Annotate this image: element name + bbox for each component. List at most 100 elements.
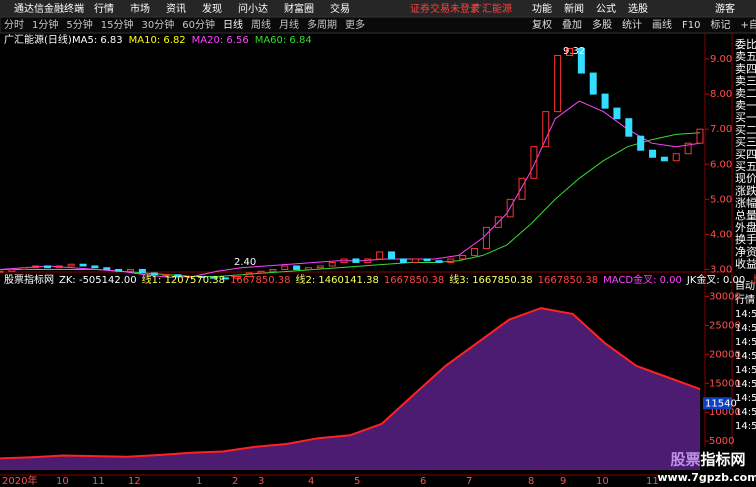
tool-button[interactable]: +自选 (740, 18, 756, 31)
indicator-line (0, 307, 701, 460)
user[interactable]: 游客 (715, 2, 735, 15)
ma-label: MA5: 6.83 (72, 35, 123, 46)
quote-label[interactable]: 卖三 (735, 75, 756, 88)
time-label: 自动 (735, 279, 755, 292)
x-tick-label: 12 (128, 476, 141, 487)
period-tab[interactable]: 15分钟 (101, 18, 134, 31)
period-tab[interactable]: 日线 (223, 18, 243, 31)
candle (447, 258, 455, 263)
y-tick-label: 30000 (709, 292, 741, 303)
indicator-label: 线1: 1207570.38 (142, 273, 225, 286)
quote-label[interactable]: 卖一 (735, 99, 756, 112)
time-label: 14:50 (735, 351, 756, 362)
candle (91, 265, 99, 269)
low-label: 2.40 (234, 257, 256, 268)
candle (293, 265, 301, 270)
tool-button[interactable]: 标记 (710, 19, 730, 31)
x-tick-label: 8 (528, 476, 534, 487)
period-tab[interactable]: 5分钟 (66, 18, 92, 31)
x-tick-label: 2020年 (2, 474, 37, 487)
quote-label[interactable]: 收益 (735, 257, 756, 271)
candle (233, 275, 241, 279)
menu-item[interactable]: 功能 (532, 2, 552, 15)
candle (684, 142, 692, 155)
menu-item[interactable]: 发现 (202, 2, 222, 15)
menu-item[interactable]: 新闻 (564, 2, 584, 15)
tool-button[interactable]: 画线 (652, 18, 672, 31)
x-tick-label: 6 (420, 476, 426, 487)
stock-name[interactable]: 广汇能源 (472, 2, 512, 15)
candle (103, 267, 111, 270)
candle (32, 265, 40, 269)
tool-button[interactable]: 复权 (532, 18, 552, 31)
quote-label[interactable]: 买五 (735, 160, 756, 173)
menu-item[interactable]: 选股 (628, 2, 648, 15)
candle (506, 198, 514, 218)
quote-label[interactable]: 现价 (735, 172, 756, 185)
quote-label[interactable]: 买二 (735, 123, 756, 136)
quote-label[interactable]: 涨幅 (735, 197, 756, 210)
period-tab[interactable]: 周线 (251, 18, 271, 31)
indicator-label: 线2: 1460141.38 (295, 273, 378, 286)
candle (411, 258, 419, 263)
candle (221, 277, 229, 280)
period-tab[interactable]: 分时 (4, 19, 24, 31)
tool-button[interactable]: 叠加 (562, 19, 582, 31)
notice[interactable]: 证券交易未登录 (410, 2, 480, 15)
x-tick-label: 2 (232, 476, 238, 487)
quote-label[interactable]: 涨跌 (735, 183, 756, 197)
candle (554, 55, 562, 113)
y-tick-label: 10000 (709, 407, 741, 418)
candle (625, 118, 633, 137)
candle (210, 276, 218, 279)
menu-item[interactable]: 市场 (130, 2, 150, 15)
time-label: 14:50 (735, 421, 756, 432)
x-tick-label: 3 (258, 476, 264, 487)
quote-label[interactable]: 净资 (735, 244, 756, 258)
candle (388, 251, 396, 260)
quote-label[interactable]: 卖四 (735, 62, 756, 75)
quote-label[interactable]: 外盘 (735, 220, 756, 234)
candle (138, 268, 146, 274)
tool-button[interactable]: 多股 (592, 18, 612, 31)
candle (530, 146, 538, 179)
candle (565, 48, 573, 57)
period-tab[interactable]: 更多 (345, 18, 365, 31)
period-tab[interactable]: 月线 (279, 18, 299, 31)
quote-label[interactable]: 卖五 (735, 50, 756, 63)
period-tab[interactable]: 多周期 (307, 18, 337, 31)
period-tab[interactable]: 30分钟 (141, 18, 174, 31)
quote-label[interactable]: 买一 (735, 111, 756, 124)
quote-label[interactable]: 卖二 (735, 87, 756, 100)
candle (174, 274, 182, 277)
candle (316, 265, 324, 269)
candle (328, 261, 336, 267)
tool-button[interactable]: 统计 (622, 18, 642, 31)
menu-item[interactable]: 资讯 (166, 3, 186, 15)
quote-label[interactable]: 委比 (735, 38, 756, 51)
period-tab[interactable]: 60分钟 (182, 18, 215, 31)
menu-item[interactable]: 问小达 (238, 2, 268, 15)
time-label: 行情 (735, 293, 755, 306)
candle (150, 272, 158, 276)
candle (589, 72, 597, 95)
quote-label[interactable]: 总量 (735, 208, 756, 222)
x-tick-label: 11 (92, 476, 105, 487)
period-tab[interactable]: 1分钟 (32, 18, 58, 31)
indicator-label: 1667850.38 (384, 275, 444, 286)
quote-label[interactable]: 买三 (735, 136, 756, 149)
x-tick-label: 4 (308, 476, 314, 487)
candle (340, 258, 348, 263)
quote-label[interactable]: 买四 (735, 148, 756, 161)
menu-item[interactable]: 交易 (330, 2, 350, 15)
y-tick-label: 5000 (709, 436, 734, 447)
menu-item[interactable]: 行情 (94, 2, 114, 15)
menu-item[interactable]: 公式 (596, 2, 616, 15)
candle (198, 275, 206, 278)
tool-button[interactable]: F10 (682, 20, 700, 31)
candle (660, 156, 668, 162)
time-label: 14:50 (735, 365, 756, 376)
quote-label[interactable]: 换手 (735, 232, 756, 246)
menu-item[interactable]: 财富圈 (284, 2, 314, 15)
